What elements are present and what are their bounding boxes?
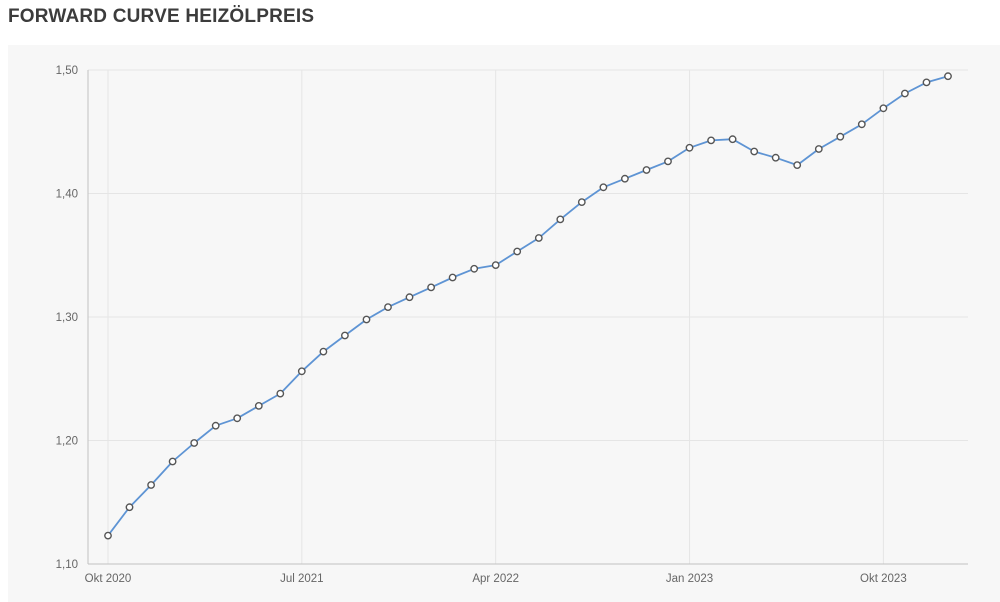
data-point[interactable]	[190, 439, 199, 447]
y-tick-label: 1,20	[56, 436, 78, 448]
data-point[interactable]	[254, 401, 263, 410]
data-point[interactable]	[728, 135, 737, 144]
data-point[interactable]	[147, 481, 156, 489]
chart-panel: 1,10 1,20 1,30 1,40 1,50 Okt 2020 Jul 2021 Apr …	[8, 45, 1000, 602]
data-point[interactable]	[362, 315, 371, 324]
data-point[interactable]	[319, 347, 328, 356]
forward-curve-chart[interactable]: 1,10 1,20 1,30 1,40 1,50 Okt 2020 Jul 2021 Apr …	[8, 45, 1000, 602]
data-point[interactable]	[577, 198, 586, 207]
data-point[interactable]	[664, 157, 672, 166]
y-tick-label: 1,40	[56, 189, 78, 201]
data-point[interactable]	[879, 104, 888, 113]
data-point[interactable]	[233, 414, 242, 423]
y-tick-label: 1,10	[56, 559, 78, 571]
data-point[interactable]	[944, 72, 952, 81]
data-point[interactable]	[405, 293, 414, 302]
x-tick-label: Okt 2023	[860, 573, 907, 585]
data-point[interactable]	[491, 261, 500, 270]
page-title: FORWARD CURVE HEIZÖLPREIS	[8, 6, 315, 27]
x-tick-label: Okt 2020	[85, 573, 132, 585]
data-point[interactable]	[922, 78, 931, 87]
data-point[interactable]	[707, 136, 715, 145]
data-point[interactable]	[470, 264, 479, 273]
data-point[interactable]	[125, 503, 134, 512]
data-point[interactable]	[901, 89, 909, 98]
data-point[interactable]	[685, 143, 694, 152]
y-tick-label: 1,30	[56, 312, 78, 324]
data-point[interactable]	[534, 234, 543, 242]
data-point[interactable]	[168, 457, 177, 466]
data-point[interactable]	[340, 331, 349, 340]
x-tick-label: Jul 2021	[280, 573, 323, 585]
data-point[interactable]	[836, 132, 845, 141]
data-point[interactable]	[771, 153, 780, 162]
data-point[interactable]	[621, 174, 629, 183]
data-point[interactable]	[427, 283, 435, 292]
data-point[interactable]	[448, 273, 457, 282]
data-point[interactable]	[814, 145, 823, 153]
data-point[interactable]	[276, 389, 285, 398]
data-point[interactable]	[793, 161, 802, 170]
data-point[interactable]	[104, 531, 112, 540]
data-point[interactable]	[642, 166, 651, 174]
y-tick-label: 1,50	[56, 65, 78, 77]
data-point[interactable]	[211, 421, 220, 430]
data-point[interactable]	[297, 367, 306, 376]
x-tick-label: Jan 2023	[666, 573, 713, 585]
data-point[interactable]	[513, 247, 522, 256]
data-point[interactable]	[384, 303, 392, 311]
x-tick-label: Apr 2022	[472, 573, 519, 585]
data-point[interactable]	[556, 215, 565, 224]
data-point[interactable]	[857, 120, 866, 129]
data-point[interactable]	[599, 183, 608, 192]
data-point[interactable]	[750, 147, 759, 156]
price-line	[107, 75, 949, 537]
